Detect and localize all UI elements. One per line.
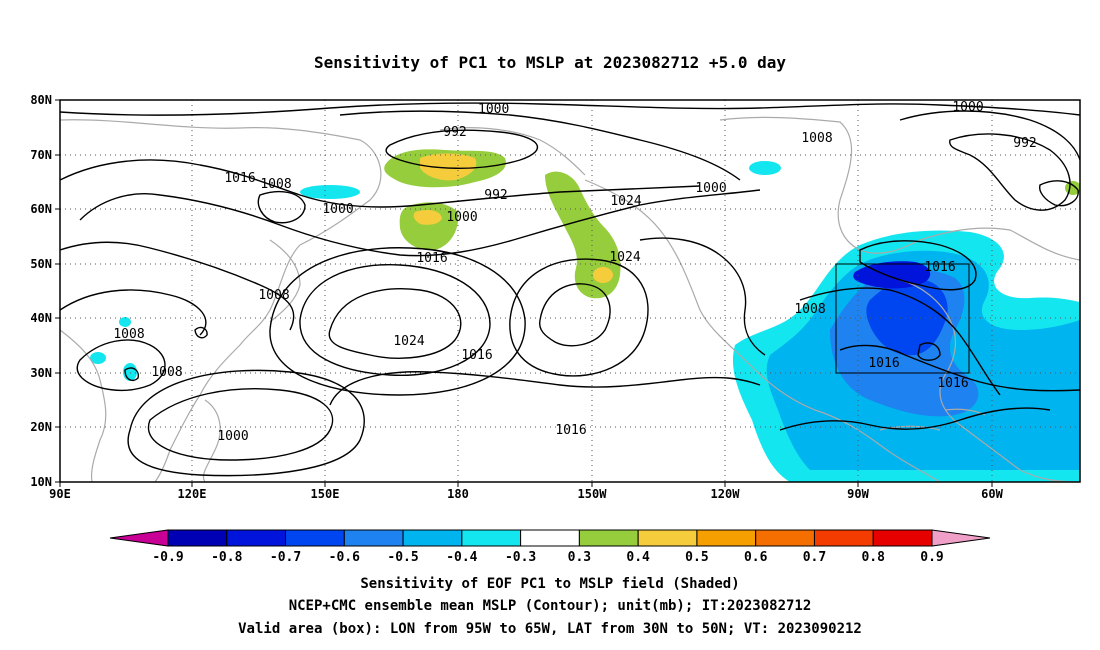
contour-labels: 1000 992 1016 1008 1000 992 1000 1008 10… xyxy=(113,100,1036,444)
map-frame xyxy=(59,99,1081,483)
colorbar-labels: -0.9 -0.8 -0.7 -0.6 -0.5 -0.4 -0.3 0.3 0.4 0.5 0.6… xyxy=(152,550,943,565)
colorbar-cell xyxy=(226,529,287,547)
colorbar-label: 0.8 xyxy=(861,550,885,565)
colorbar-cell xyxy=(520,529,580,547)
contour-label: 1000 xyxy=(217,429,248,444)
mslp-contours xyxy=(60,102,1080,477)
colorbar-label: -0.8 xyxy=(211,550,242,565)
colorbar-cell xyxy=(402,529,463,547)
lon-label: 90W xyxy=(847,487,869,501)
contour-label: 1016 xyxy=(224,171,255,186)
contour-label: 1008 xyxy=(794,302,825,317)
colorbar-cell xyxy=(578,529,639,547)
contour-label: 1024 xyxy=(393,334,424,349)
contour-label: 1016 xyxy=(868,356,899,371)
map-panel: 1000 992 1016 1008 1000 992 1000 1008 10… xyxy=(30,93,1081,501)
lon-label: 120W xyxy=(711,487,741,501)
contour-label: 1016 xyxy=(416,251,447,266)
colorbar-label: -0.9 xyxy=(152,550,183,565)
lat-label: 40N xyxy=(30,311,52,325)
axis-ticks xyxy=(55,99,993,487)
colorbar-label: 0.7 xyxy=(803,550,826,565)
contour-label: 1008 xyxy=(151,365,182,380)
colorbar-label: 0.4 xyxy=(626,550,650,565)
colorbar: -0.9 -0.8 -0.7 -0.6 -0.5 -0.4 -0.3 0.3 0.4 0.5 0.6… xyxy=(109,529,991,565)
colorbar-label: -0.5 xyxy=(387,550,418,565)
lat-label: 50N xyxy=(30,257,52,271)
contour-label: 1000 xyxy=(952,100,983,115)
contour-label: 1024 xyxy=(609,250,640,265)
caption-line-1: Sensitivity of EOF PC1 to MSLP field (Sh… xyxy=(360,576,739,592)
colorbar-cell xyxy=(343,529,404,547)
contour-label: 1000 xyxy=(322,202,353,217)
colorbar-label: -0.6 xyxy=(329,550,360,565)
colorbar-cell xyxy=(167,529,228,547)
contour-label: 1016 xyxy=(461,348,492,363)
colorbar-label: 0.5 xyxy=(685,550,708,565)
contour-label: 1000 xyxy=(695,181,726,196)
contour-label: 1000 xyxy=(446,210,477,225)
colorbar-left-arrow xyxy=(109,529,169,547)
colorbar-cell xyxy=(813,529,874,547)
colorbar-label: -0.3 xyxy=(505,550,536,565)
lat-label: 30N xyxy=(30,366,52,380)
lon-label: 120E xyxy=(178,487,207,501)
colorbar-right-arrow xyxy=(931,529,991,547)
latitude-labels: 80N 70N 60N 50N 40N 30N 20N 10N xyxy=(30,93,52,489)
contour-label: 992 xyxy=(484,188,507,203)
lon-label: 150W xyxy=(578,487,608,501)
contour-label: 1008 xyxy=(113,327,144,342)
contour-label: 1000 xyxy=(478,102,509,117)
lat-label: 20N xyxy=(30,420,52,434)
colorbar-label: 0.3 xyxy=(568,550,591,565)
contour-label: 1016 xyxy=(924,260,955,275)
colorbar-label: -0.4 xyxy=(446,550,477,565)
colorbar-label: -0.7 xyxy=(270,550,301,565)
caption-line-2: NCEP+CMC ensemble mean MSLP (Contour); u… xyxy=(289,598,812,614)
colorbar-cell xyxy=(755,529,815,547)
colorbar-cell xyxy=(637,529,698,547)
contour-label: 1008 xyxy=(801,131,832,146)
figure-title: Sensitivity of PC1 to MSLP at 2023082712… xyxy=(314,53,786,72)
lat-label: 10N xyxy=(30,475,52,489)
contour-label: 1016 xyxy=(937,376,968,391)
colorbar-cell xyxy=(461,529,522,547)
lat-label: 60N xyxy=(30,202,52,216)
lon-label: 60W xyxy=(981,487,1003,501)
lon-label: 150E xyxy=(311,487,340,501)
contour-label: 1016 xyxy=(555,423,586,438)
contour-label: 1008 xyxy=(260,177,291,192)
caption-line-3: Valid area (box): LON from 95W to 65W, L… xyxy=(238,621,862,637)
longitude-labels: 90E 120E 150E 180 150W 120W 90W 60W xyxy=(49,487,1003,501)
colorbar-label: 0.9 xyxy=(920,550,943,565)
lat-label: 70N xyxy=(30,148,52,162)
colorbar-cell xyxy=(285,529,345,547)
valid-area-box xyxy=(835,263,970,374)
colorbar-cells xyxy=(167,529,933,547)
lon-label: 90E xyxy=(49,487,71,501)
contour-label: 1008 xyxy=(258,288,289,303)
lon-label: 180 xyxy=(447,487,469,501)
positive-sensitivity-shading xyxy=(384,149,1080,299)
colorbar-cell xyxy=(872,529,933,547)
contour-label: 992 xyxy=(1013,136,1036,151)
contour-label: 1024 xyxy=(610,194,641,209)
colorbar-label: 0.6 xyxy=(744,550,768,565)
colorbar-cell xyxy=(696,529,757,547)
contour-label: 992 xyxy=(443,125,466,140)
lat-label: 80N xyxy=(30,93,52,107)
